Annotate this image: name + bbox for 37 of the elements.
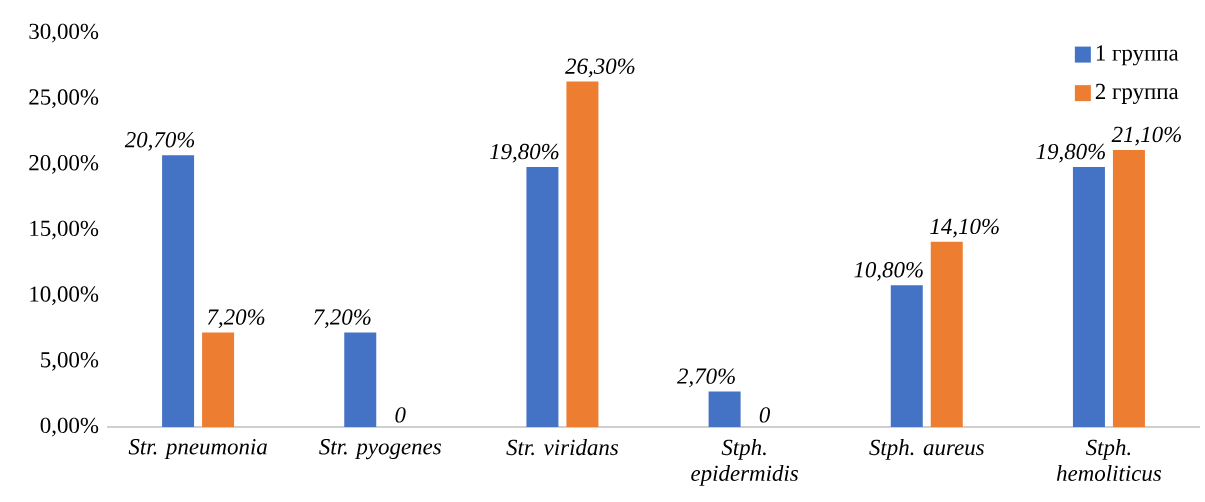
bar	[708, 391, 741, 427]
y-tick-label: 10,00%	[30, 286, 99, 306]
x-tick-label: Str. pyogenes	[319, 439, 441, 460]
y-tick-label: 30,00%	[29, 23, 99, 43]
data-label: 7,20%	[314, 309, 371, 329]
x-tick-label: Stph. epidermidis	[691, 439, 798, 486]
data-label: 21,10%	[1111, 126, 1181, 146]
data-label: 19,80%	[489, 143, 559, 163]
data-label: 0	[759, 407, 771, 423]
y-tick-label: 0,00%	[40, 417, 99, 437]
bar	[526, 166, 559, 427]
data-label: 0	[395, 407, 406, 423]
bar	[344, 332, 377, 427]
legend-label: 2 группа	[1095, 83, 1179, 104]
data-label: 7,20%	[207, 309, 265, 329]
bar	[890, 285, 923, 427]
data-label: 20,70%	[124, 132, 195, 151]
bar	[566, 81, 599, 427]
x-tick-label: Str. viridans	[506, 439, 619, 456]
data-label: 14,10%	[930, 218, 999, 238]
data-label: 2,70%	[677, 368, 735, 388]
x-tick-label: Stph. aureus	[869, 439, 984, 460]
bar	[202, 332, 235, 427]
x-tick-label: Str. pneumonia	[128, 439, 267, 460]
bar	[162, 155, 195, 427]
y-tick-label: 20,00%	[29, 154, 99, 174]
data-label: 19,80%	[1036, 143, 1105, 163]
legend-label: 1 группа	[1096, 45, 1179, 66]
x-tick-label: Stph. hemoliticus	[1056, 439, 1162, 482]
y-tick-label: 15,00%	[30, 220, 99, 240]
y-tick-label: 5,00%	[41, 351, 99, 371]
y-tick-label: 25,00%	[29, 89, 99, 109]
bar	[1072, 166, 1105, 427]
data-label: 26,30%	[565, 58, 635, 78]
bar	[1112, 149, 1145, 427]
bar	[930, 241, 963, 427]
data-label: 10,80%	[854, 262, 923, 281]
